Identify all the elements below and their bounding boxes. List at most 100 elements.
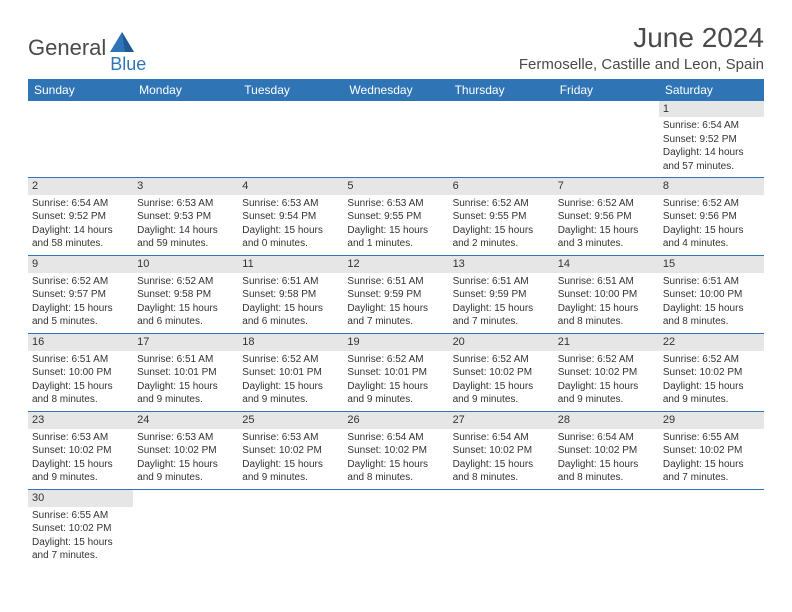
day-data: Sunrise: 6:55 AMSunset: 10:02 PMDaylight… (28, 507, 133, 567)
calendar-day-cell: 14Sunrise: 6:51 AMSunset: 10:00 PMDaylig… (554, 256, 659, 334)
day-data: Sunrise: 6:52 AMSunset: 10:02 PMDaylight… (449, 351, 554, 411)
calendar-week-row: 1Sunrise: 6:54 AMSunset: 9:52 PMDaylight… (28, 101, 764, 178)
calendar-week-row: 23Sunrise: 6:53 AMSunset: 10:02 PMDaylig… (28, 412, 764, 490)
calendar-day-cell: 17Sunrise: 6:51 AMSunset: 10:01 PMDaylig… (133, 334, 238, 412)
calendar-day-cell: 6Sunrise: 6:52 AMSunset: 9:55 PMDaylight… (449, 178, 554, 256)
calendar-day-cell: 18Sunrise: 6:52 AMSunset: 10:01 PMDaylig… (238, 334, 343, 412)
month-title: June 2024 (519, 22, 764, 54)
day-data: Sunrise: 6:53 AMSunset: 10:02 PMDaylight… (133, 429, 238, 489)
weekday-header: Monday (133, 79, 238, 101)
day-data: Sunrise: 6:51 AMSunset: 10:00 PMDaylight… (659, 273, 764, 333)
calendar-week-row: 9Sunrise: 6:52 AMSunset: 9:57 PMDaylight… (28, 256, 764, 334)
day-number: 4 (238, 178, 343, 194)
day-data: Sunrise: 6:53 AMSunset: 9:54 PMDaylight:… (238, 195, 343, 255)
day-data: Sunrise: 6:53 AMSunset: 10:02 PMDaylight… (28, 429, 133, 489)
day-number: 16 (28, 334, 133, 350)
calendar-day-cell: 25Sunrise: 6:53 AMSunset: 10:02 PMDaylig… (238, 412, 343, 490)
calendar-day-cell: 12Sunrise: 6:51 AMSunset: 9:59 PMDayligh… (343, 256, 448, 334)
weekday-header: Wednesday (343, 79, 448, 101)
calendar-day-cell: 5Sunrise: 6:53 AMSunset: 9:55 PMDaylight… (343, 178, 448, 256)
day-number: 17 (133, 334, 238, 350)
day-number: 10 (133, 256, 238, 272)
day-data: Sunrise: 6:52 AMSunset: 10:02 PMDaylight… (659, 351, 764, 411)
day-number: 1 (659, 101, 764, 117)
day-number: 24 (133, 412, 238, 428)
day-data: Sunrise: 6:54 AMSunset: 10:02 PMDaylight… (449, 429, 554, 489)
day-number: 25 (238, 412, 343, 428)
day-data: Sunrise: 6:51 AMSunset: 10:00 PMDaylight… (28, 351, 133, 411)
day-number: 27 (449, 412, 554, 428)
day-data: Sunrise: 6:52 AMSunset: 10:01 PMDaylight… (238, 351, 343, 411)
calendar-day-cell (133, 490, 238, 567)
calendar-day-cell: 29Sunrise: 6:55 AMSunset: 10:02 PMDaylig… (659, 412, 764, 490)
calendar-day-cell (133, 101, 238, 178)
day-number: 7 (554, 178, 659, 194)
day-number: 6 (449, 178, 554, 194)
day-data: Sunrise: 6:52 AMSunset: 9:56 PMDaylight:… (659, 195, 764, 255)
weekday-header-row: Sunday Monday Tuesday Wednesday Thursday… (28, 79, 764, 101)
day-number: 12 (343, 256, 448, 272)
day-number: 5 (343, 178, 448, 194)
calendar-day-cell: 27Sunrise: 6:54 AMSunset: 10:02 PMDaylig… (449, 412, 554, 490)
calendar-day-cell: 7Sunrise: 6:52 AMSunset: 9:56 PMDaylight… (554, 178, 659, 256)
calendar-week-row: 2Sunrise: 6:54 AMSunset: 9:52 PMDaylight… (28, 178, 764, 256)
day-number: 26 (343, 412, 448, 428)
day-data: Sunrise: 6:53 AMSunset: 9:53 PMDaylight:… (133, 195, 238, 255)
calendar-day-cell: 2Sunrise: 6:54 AMSunset: 9:52 PMDaylight… (28, 178, 133, 256)
day-data: Sunrise: 6:51 AMSunset: 9:59 PMDaylight:… (449, 273, 554, 333)
day-data: Sunrise: 6:52 AMSunset: 9:57 PMDaylight:… (28, 273, 133, 333)
day-data: Sunrise: 6:51 AMSunset: 9:58 PMDaylight:… (238, 273, 343, 333)
weekday-header: Sunday (28, 79, 133, 101)
calendar-day-cell: 4Sunrise: 6:53 AMSunset: 9:54 PMDaylight… (238, 178, 343, 256)
calendar-day-cell: 3Sunrise: 6:53 AMSunset: 9:53 PMDaylight… (133, 178, 238, 256)
day-number: 14 (554, 256, 659, 272)
day-data: Sunrise: 6:51 AMSunset: 10:00 PMDaylight… (554, 273, 659, 333)
day-data: Sunrise: 6:53 AMSunset: 9:55 PMDaylight:… (343, 195, 448, 255)
calendar-day-cell: 9Sunrise: 6:52 AMSunset: 9:57 PMDaylight… (28, 256, 133, 334)
calendar-day-cell (238, 101, 343, 178)
day-number: 3 (133, 178, 238, 194)
day-data: Sunrise: 6:54 AMSunset: 10:02 PMDaylight… (554, 429, 659, 489)
calendar-day-cell: 26Sunrise: 6:54 AMSunset: 10:02 PMDaylig… (343, 412, 448, 490)
day-number: 29 (659, 412, 764, 428)
calendar-day-cell (659, 490, 764, 567)
day-data: Sunrise: 6:54 AMSunset: 9:52 PMDaylight:… (659, 117, 764, 177)
calendar-day-cell (554, 101, 659, 178)
calendar-day-cell: 22Sunrise: 6:52 AMSunset: 10:02 PMDaylig… (659, 334, 764, 412)
day-data: Sunrise: 6:52 AMSunset: 10:02 PMDaylight… (554, 351, 659, 411)
calendar-day-cell: 15Sunrise: 6:51 AMSunset: 10:00 PMDaylig… (659, 256, 764, 334)
calendar-day-cell (343, 101, 448, 178)
day-number: 9 (28, 256, 133, 272)
header: General Blue June 2024 Fermoselle, Casti… (28, 22, 764, 73)
weekday-header: Thursday (449, 79, 554, 101)
calendar-week-row: 16Sunrise: 6:51 AMSunset: 10:00 PMDaylig… (28, 334, 764, 412)
calendar-day-cell (28, 101, 133, 178)
day-number: 22 (659, 334, 764, 350)
brand-text-1: General (28, 35, 106, 61)
day-number: 2 (28, 178, 133, 194)
calendar-body: 1Sunrise: 6:54 AMSunset: 9:52 PMDaylight… (28, 101, 764, 567)
day-number: 11 (238, 256, 343, 272)
day-number: 20 (449, 334, 554, 350)
calendar-day-cell: 24Sunrise: 6:53 AMSunset: 10:02 PMDaylig… (133, 412, 238, 490)
day-data: Sunrise: 6:53 AMSunset: 10:02 PMDaylight… (238, 429, 343, 489)
day-data: Sunrise: 6:52 AMSunset: 9:56 PMDaylight:… (554, 195, 659, 255)
day-number: 23 (28, 412, 133, 428)
day-data: Sunrise: 6:52 AMSunset: 10:01 PMDaylight… (343, 351, 448, 411)
calendar-day-cell: 19Sunrise: 6:52 AMSunset: 10:01 PMDaylig… (343, 334, 448, 412)
day-data: Sunrise: 6:54 AMSunset: 9:52 PMDaylight:… (28, 195, 133, 255)
calendar-day-cell: 28Sunrise: 6:54 AMSunset: 10:02 PMDaylig… (554, 412, 659, 490)
brand-logo: General Blue (28, 22, 146, 61)
title-block: June 2024 Fermoselle, Castille and Leon,… (519, 22, 764, 73)
calendar-day-cell: 1Sunrise: 6:54 AMSunset: 9:52 PMDaylight… (659, 101, 764, 178)
calendar-day-cell: 10Sunrise: 6:52 AMSunset: 9:58 PMDayligh… (133, 256, 238, 334)
calendar-day-cell: 11Sunrise: 6:51 AMSunset: 9:58 PMDayligh… (238, 256, 343, 334)
weekday-header: Friday (554, 79, 659, 101)
calendar-day-cell (238, 490, 343, 567)
calendar-day-cell (554, 490, 659, 567)
day-data: Sunrise: 6:52 AMSunset: 9:55 PMDaylight:… (449, 195, 554, 255)
calendar-day-cell: 8Sunrise: 6:52 AMSunset: 9:56 PMDaylight… (659, 178, 764, 256)
day-number: 21 (554, 334, 659, 350)
calendar-day-cell: 16Sunrise: 6:51 AMSunset: 10:00 PMDaylig… (28, 334, 133, 412)
day-number: 13 (449, 256, 554, 272)
